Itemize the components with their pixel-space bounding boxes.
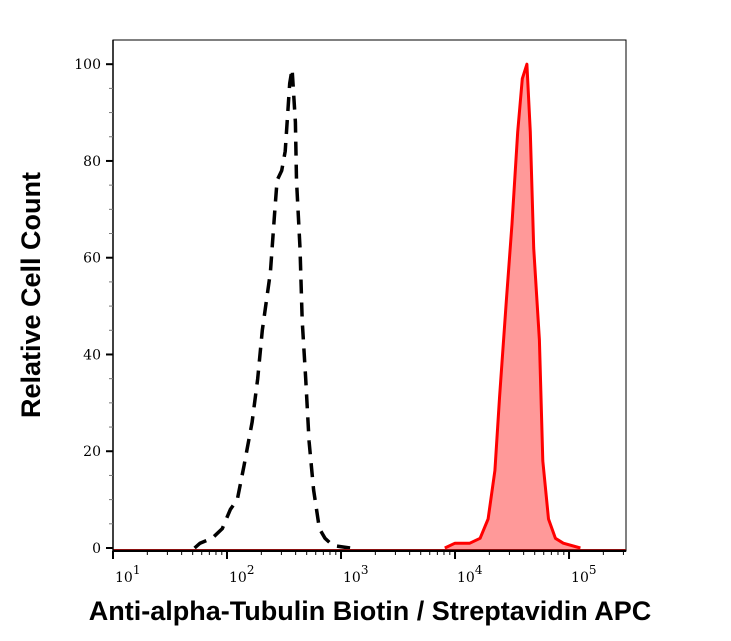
series-line-1	[444, 62, 581, 550]
y-ticks: 0 20 40 60 80 100	[74, 57, 113, 557]
x-tick-label: 102	[229, 563, 254, 586]
y-tick-label: 40	[83, 347, 101, 363]
x-tick-label: 101	[115, 563, 140, 586]
y-tick-label: 60	[83, 251, 101, 267]
x-tick-label: 104	[457, 563, 483, 586]
x-ticks: 101 102 103 104 105	[112, 551, 624, 586]
plot-frame	[112, 39, 627, 552]
x-tick-label: 103	[343, 563, 368, 586]
y-tick-label: 20	[83, 444, 101, 460]
y-tick-label: 80	[83, 154, 101, 170]
series-line-0	[193, 68, 351, 550]
y-tick-label: 100	[74, 57, 101, 73]
y-tick-label: 0	[92, 541, 101, 557]
x-axis-title: Anti-alpha-Tubulin Biotin / Streptavidin…	[89, 596, 651, 626]
series-fill-1	[444, 64, 581, 550]
x-tick-label: 105	[571, 563, 596, 586]
series-layer	[113, 62, 626, 551]
y-axis-title: Relative Cell Count	[16, 172, 46, 418]
